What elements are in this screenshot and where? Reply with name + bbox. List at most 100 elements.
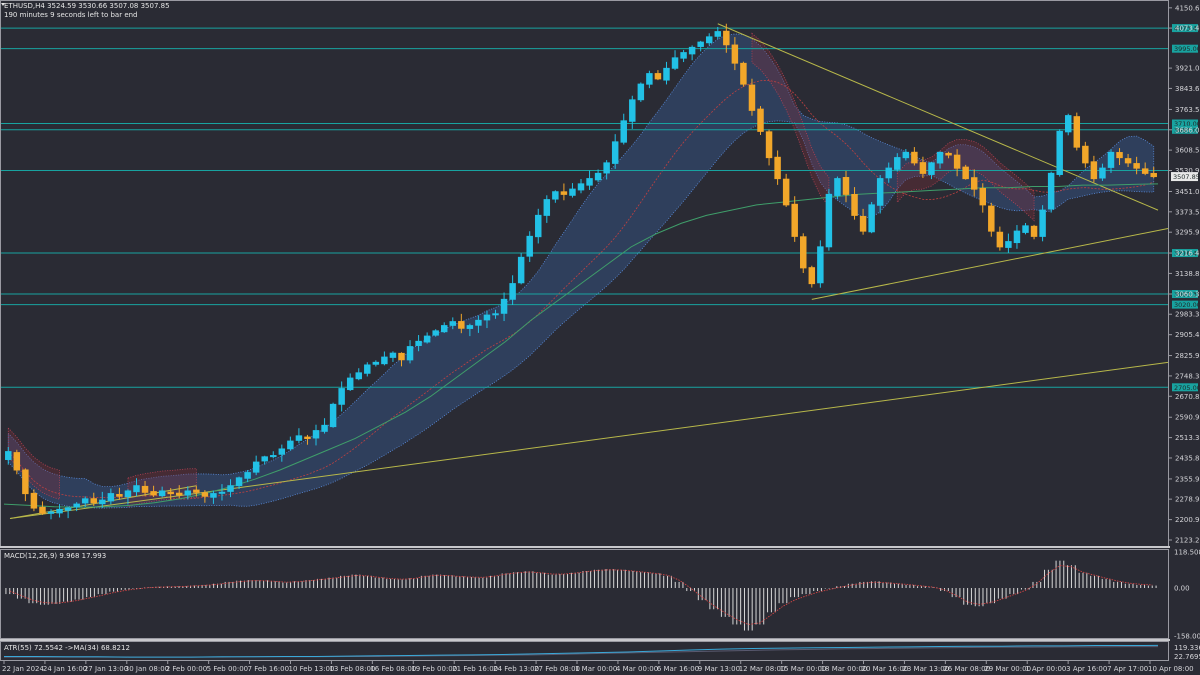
- candle-body: [936, 151, 944, 164]
- price-tick-label: 3763.55: [1175, 106, 1200, 114]
- atr-panel[interactable]: ATR(55) 72.5542 ->MA(34) 68.8212 119.336…: [0, 641, 1200, 662]
- macd-histogram: [5, 560, 1157, 631]
- candle-body: [894, 157, 901, 170]
- candle-body: [201, 492, 209, 497]
- candle-body: [47, 511, 55, 514]
- candle-body: [116, 494, 123, 497]
- upper-trendline[interactable]: [717, 23, 1159, 211]
- candle-body: [466, 325, 474, 329]
- candle-body: [953, 154, 961, 169]
- candle-body: [440, 325, 448, 333]
- current-price-tag-label: 3507.85: [1173, 173, 1200, 181]
- price-tick-label: 3921.05: [1175, 65, 1200, 73]
- candle-body: [928, 162, 935, 175]
- level-price-tag-label: 3216.45: [1174, 250, 1200, 258]
- candle-body: [90, 498, 97, 504]
- macd-panel-frame: [0, 549, 1169, 639]
- price-tick-label: 2748.35: [1175, 372, 1200, 380]
- candle-body: [705, 36, 713, 44]
- price-tick-label: 3295.90: [1175, 229, 1200, 237]
- candle-body: [680, 52, 687, 59]
- candle-body: [988, 205, 995, 232]
- candle-body: [663, 67, 670, 81]
- atr-tick-label: 119.3361: [1174, 644, 1200, 652]
- time-tick-label: 23 Mar 13:00: [902, 665, 949, 673]
- candle-body: [842, 177, 850, 195]
- candle-body: [321, 424, 328, 432]
- candle-body: [535, 214, 542, 238]
- candle-body: [859, 215, 867, 232]
- candle-body: [81, 498, 89, 504]
- candle-body: [560, 191, 568, 195]
- candle-body: [1090, 161, 1098, 180]
- level-price-tag: [1172, 44, 1198, 53]
- level-price-tag: [1172, 125, 1198, 134]
- time-tick-label: 7 Apr 17:00: [1107, 665, 1148, 673]
- time-tick-label: 20 Mar 16:00: [862, 665, 909, 673]
- time-tick-label: 3 Apr 16:00: [1066, 665, 1107, 673]
- candle-body: [629, 99, 636, 122]
- candle-body: [483, 314, 491, 321]
- candle-body: [603, 162, 610, 174]
- candle-body: [398, 352, 405, 361]
- candle-body: [825, 193, 833, 248]
- collapse-triangle-icon[interactable]: [1, 3, 5, 6]
- atr-tick-label: 22.7695: [1174, 653, 1200, 661]
- level-price-tag: [1172, 383, 1198, 392]
- time-tick-label: 2 Feb 00:00: [166, 665, 207, 673]
- candle-body: [945, 152, 952, 156]
- candle-body: [278, 448, 286, 455]
- candle-body: [765, 131, 773, 159]
- time-tick-label: 16 Feb 08:00: [370, 665, 416, 673]
- lower-trendline[interactable]: [811, 228, 1169, 300]
- candle-body: [176, 492, 183, 496]
- candle-body: [543, 199, 551, 216]
- price-axis[interactable]: 4150.65 4073.45 3921.05 3843.65 3763.55 3686.…: [1168, 4, 1200, 545]
- level-price-tag-label: 3995.00: [1174, 45, 1200, 53]
- price-tick-label: 4073.45: [1175, 25, 1200, 33]
- macd-tick-label: 118.508: [1174, 549, 1200, 557]
- candle-body: [688, 46, 696, 55]
- candle-body: [671, 57, 679, 69]
- level-price-tag-label: 3060.35: [1174, 291, 1200, 299]
- level-price-tag: [1172, 300, 1198, 309]
- candle-body: [287, 440, 294, 450]
- candle-body: [1073, 116, 1081, 148]
- candle-body: [714, 31, 722, 37]
- time-tick-label: 4 Mar 00:00: [616, 665, 658, 673]
- candle-body: [586, 178, 593, 186]
- candle-body: [1065, 115, 1072, 133]
- candle-body: [996, 231, 1004, 248]
- macd-panel[interactable]: MACD(12,26,9) 9.968 17.993 118.508 0.00 -1…: [0, 549, 1200, 641]
- candle-body: [406, 346, 414, 361]
- candle-body: [381, 356, 388, 365]
- candle-body: [355, 372, 362, 380]
- level-price-tag: [1172, 249, 1198, 258]
- time-tick-label: 12 Mar 08:00: [739, 665, 786, 673]
- time-tick-label: 27 Jan 13:00: [84, 665, 128, 673]
- candle-body: [389, 352, 397, 358]
- candle-body: [1099, 167, 1106, 179]
- candle-body: [1141, 168, 1149, 174]
- candle-body: [1005, 241, 1012, 248]
- candle-body: [791, 203, 798, 237]
- candle-body: [748, 84, 756, 111]
- candle-body: [620, 120, 627, 143]
- kumo-bearish: [751, 32, 830, 208]
- price-tick-label: 2355.90: [1175, 475, 1200, 483]
- candles: [5, 23, 1157, 520]
- price-tick-label: 2825.95: [1175, 352, 1200, 360]
- price-tick-label: 3843.65: [1175, 85, 1200, 93]
- candle-body: [364, 364, 371, 374]
- candle-body: [1022, 225, 1029, 233]
- kumo-bearish: [896, 139, 1035, 222]
- time-tick-label: 29 Mar 00:00: [984, 665, 1031, 673]
- candle-body: [1150, 172, 1157, 178]
- level-price-tag-label: 2705.00: [1174, 384, 1200, 392]
- candle-body: [193, 489, 200, 493]
- price-tick-label: 3451.00: [1175, 188, 1200, 196]
